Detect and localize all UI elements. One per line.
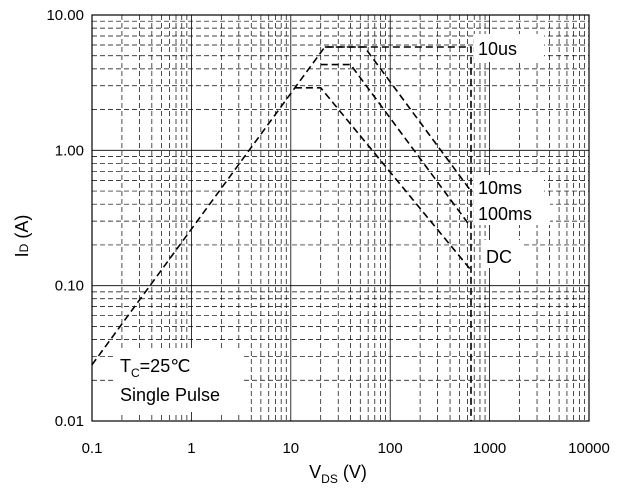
- y-axis-title: ID (A): [12, 215, 32, 258]
- x-axis-title: VDS (V): [309, 462, 367, 486]
- y-tick-label: 10.00: [46, 7, 84, 24]
- label-DC: DC: [486, 247, 512, 267]
- label-100ms: 100ms: [478, 204, 532, 224]
- single-pulse-label: Single Pulse: [120, 385, 220, 405]
- plot-frame: [91, 14, 590, 422]
- x-tick-label: 10000: [568, 440, 610, 457]
- series-line-10us: [91, 46, 472, 421]
- case-temperature-label: TC=25℃: [120, 356, 190, 380]
- series-label-10us: 10us: [474, 34, 544, 62]
- conditions-annotation: TC=25℃ Single Pulse: [114, 348, 242, 412]
- label-10ms: 10ms: [478, 178, 522, 198]
- x-tick-label: 0.1: [82, 440, 103, 457]
- series-line-10ms: [324, 46, 472, 192]
- series-label-DC: DC: [482, 240, 524, 268]
- series-label-10ms: 10ms: [474, 175, 544, 199]
- y-tick-label: 0.01: [55, 413, 84, 430]
- x-tick-label: 1000: [473, 440, 506, 457]
- tick-labels: 0.1 1 10 100 1000 10000 0.01 0.10 1.00 10.00: [46, 7, 609, 457]
- x-tick-label: 100: [378, 440, 403, 457]
- series-lines: [91, 46, 472, 421]
- grid-lines: [92, 15, 589, 421]
- series-line-DC: [294, 87, 472, 271]
- x-tick-label: 1: [187, 440, 195, 457]
- x-tick-label: 10: [282, 440, 299, 457]
- label-10us: 10us: [478, 39, 517, 59]
- series-label-100ms: 100ms: [474, 199, 550, 225]
- y-tick-label: 0.10: [55, 278, 84, 295]
- y-tick-label: 1.00: [55, 142, 84, 159]
